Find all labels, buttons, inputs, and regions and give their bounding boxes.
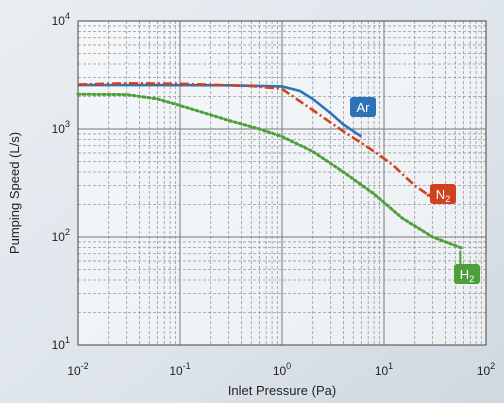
series-line-h2	[76, 92, 465, 251]
x-tick-labels: 10-2 10-1 100 101 102	[67, 361, 495, 378]
y-tick-label: 101	[52, 335, 70, 352]
plot-border	[77, 20, 487, 346]
y-tick-labels: 101 102 103 104	[52, 11, 70, 352]
series-badge-ar: Ar	[350, 97, 376, 117]
svg-text:Ar: Ar	[357, 100, 371, 115]
svg-text:H2: H2	[460, 267, 474, 284]
series-labels: Ar N2 H2	[350, 97, 480, 284]
x-tick-label: 101	[375, 361, 393, 378]
x-tick-label: 10-1	[169, 361, 190, 378]
y-tick-label: 104	[52, 11, 70, 28]
plot-frame	[77, 20, 487, 346]
x-tick-label: 102	[477, 361, 495, 378]
x-tick-label: 100	[273, 361, 291, 378]
series-badge-h2: H2	[454, 250, 480, 284]
y-tick-label: 102	[52, 227, 70, 244]
x-axis-title: Inlet Pressure (Pa)	[228, 383, 336, 398]
series-badge-n2: N2	[426, 184, 456, 204]
x-tick-label: 10-2	[67, 361, 88, 378]
svg-text:N2: N2	[436, 187, 450, 204]
series-line-ar	[78, 83, 363, 138]
grid-lines	[78, 21, 486, 345]
series-lines	[76, 81, 465, 251]
series-line-n2	[77, 81, 434, 199]
y-tick-label: 103	[52, 119, 70, 136]
y-axis-title: Pumping Speed (L/s)	[7, 132, 22, 254]
